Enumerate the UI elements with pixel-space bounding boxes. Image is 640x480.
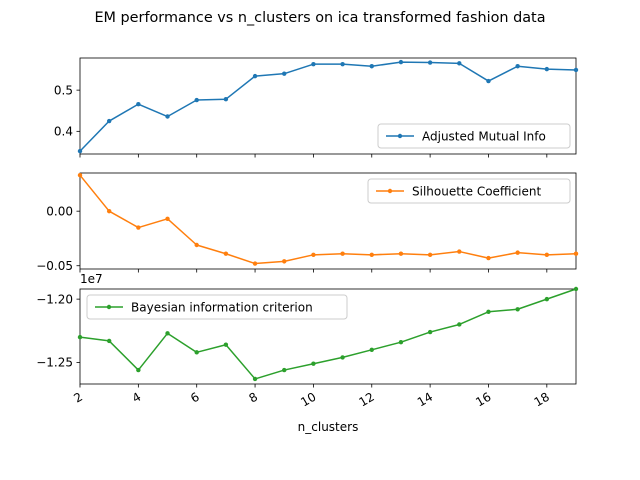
y-tick-label: −1.20 — [36, 292, 73, 306]
data-point — [398, 340, 404, 345]
data-point — [369, 347, 374, 352]
data-point — [223, 97, 229, 102]
legend-marker — [397, 133, 403, 139]
data-point — [194, 242, 199, 248]
y-offset-label: 1e7 — [80, 272, 103, 286]
data-point — [194, 350, 199, 355]
data-point — [340, 61, 345, 67]
y-tick-label: −1.25 — [36, 356, 73, 370]
data-point — [486, 309, 491, 314]
data-point — [311, 252, 316, 258]
data-point — [223, 251, 229, 256]
axes-frame — [79, 57, 577, 155]
data-point — [282, 71, 287, 76]
data-point — [573, 251, 579, 256]
legend-marker — [387, 188, 393, 194]
data-point — [106, 208, 112, 214]
y-tick-label: −0.05 — [36, 259, 73, 273]
legend: Bayesian information criterion — [86, 294, 348, 320]
data-point — [223, 342, 229, 347]
data-point — [136, 367, 141, 373]
data-point — [311, 361, 316, 366]
x-tick-label: 10 — [298, 390, 318, 410]
data-point — [369, 64, 374, 69]
data-point — [77, 334, 83, 340]
legend: Silhouette Coefficient — [367, 178, 571, 204]
data-point — [398, 59, 404, 65]
data-point — [486, 78, 491, 84]
legend-box — [86, 294, 348, 320]
y-tick-label: 0.5 — [54, 83, 73, 97]
data-point — [544, 296, 550, 302]
data-point — [252, 73, 258, 79]
x-tick-label: 12 — [357, 390, 377, 410]
data-point — [515, 64, 520, 69]
data-point — [369, 252, 374, 258]
data-point — [573, 67, 579, 73]
data-point — [427, 329, 433, 335]
data-point — [165, 331, 170, 336]
x-tick-label: 16 — [473, 390, 493, 410]
figure-title: EM performance vs n_clusters on ica tran… — [94, 10, 545, 26]
y-tick-label: 0.4 — [54, 125, 73, 139]
data-point — [165, 114, 170, 119]
legend-box — [367, 178, 571, 204]
data-point — [194, 97, 199, 103]
legend-label: Silhouette Coefficient — [412, 184, 541, 198]
data-point — [340, 251, 345, 256]
series-line — [79, 174, 577, 265]
data-point — [398, 251, 404, 256]
legend-label: Adjusted Mutual Info — [422, 129, 546, 143]
subplot-1: 0.4 0.5 Adjusted Mutual Info — [54, 57, 579, 158]
axes-frame — [79, 172, 577, 270]
data-point — [77, 172, 83, 178]
data-point — [544, 252, 550, 258]
data-point — [165, 216, 170, 222]
data-point — [311, 61, 316, 67]
data-point — [457, 61, 462, 66]
x-tick-label: 18 — [532, 390, 552, 410]
legend-label: Bayesian information criterion — [131, 300, 313, 314]
data-point — [136, 225, 141, 230]
x-axis-label: n_clusters — [298, 420, 359, 434]
data-point — [427, 252, 433, 258]
data-point — [106, 118, 112, 124]
series-line — [79, 61, 577, 152]
subplot-2: 0.00 −0.05 Silhouette Coefficient — [36, 172, 579, 273]
data-point — [282, 259, 287, 264]
legend: Adjusted Mutual Info — [377, 123, 571, 149]
data-point — [427, 60, 433, 65]
legend-marker — [106, 304, 112, 310]
data-point — [252, 261, 258, 266]
legend-box — [377, 123, 571, 149]
data-point — [457, 322, 462, 327]
x-tick-label: 14 — [415, 390, 435, 410]
data-point — [515, 307, 520, 312]
data-point — [486, 255, 491, 261]
y-tick-label: 0.00 — [46, 204, 73, 218]
data-point — [544, 66, 550, 72]
data-point — [106, 338, 112, 344]
data-point — [77, 148, 83, 154]
data-point — [457, 249, 462, 254]
data-point — [340, 355, 345, 360]
data-point — [515, 250, 520, 255]
data-point — [136, 101, 141, 107]
series-line — [79, 288, 577, 380]
data-point — [252, 376, 258, 382]
data-point — [282, 367, 287, 373]
data-point — [573, 286, 579, 292]
